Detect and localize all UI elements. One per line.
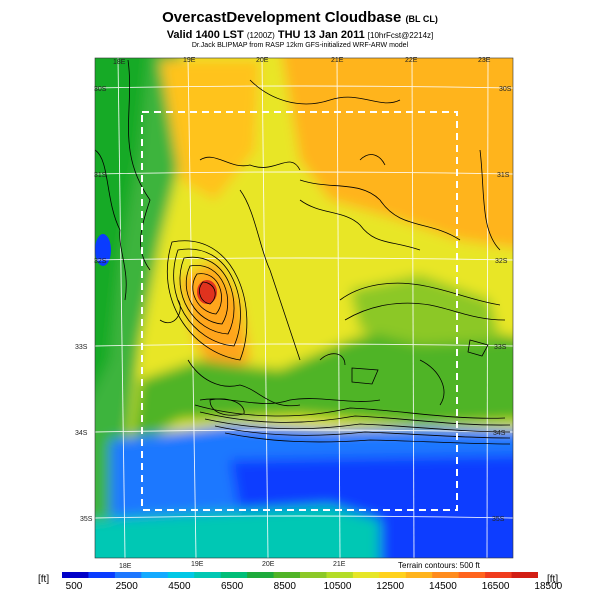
legend-tick-label: 10500 — [323, 581, 352, 592]
legend-swatch — [379, 572, 407, 578]
model-credit: Dr.Jack BLIPMAP from RASP 12km GFS-initi… — [191, 42, 409, 49]
legend-swatch — [114, 572, 142, 578]
valid-date: THU 13 Jan 2011 — [277, 29, 365, 41]
legend-unit-right: [ft] — [547, 574, 559, 585]
lat-label: 34S — [75, 430, 88, 437]
legend-tick-label: 12500 — [376, 581, 405, 592]
legend-tick-label: 6500 — [220, 581, 244, 592]
legend-swatch — [511, 572, 538, 578]
legend-tick-label: 18500 — [534, 581, 563, 592]
model-domain-boundary — [141, 111, 458, 511]
lon-label: 22E — [405, 57, 418, 64]
valid-time-line: Valid 1400 LST (1200Z) THU 13 Jan 2011 [… — [0, 29, 600, 41]
lon-label: 18E — [113, 59, 126, 66]
lat-label: 33S — [494, 344, 507, 351]
lon-label: 19E — [183, 57, 196, 64]
legend-swatch — [247, 572, 275, 578]
valid-utc: (1200Z) — [246, 31, 275, 40]
legend-swatch — [326, 572, 354, 578]
legend-swatch — [352, 572, 380, 578]
lat-label: 35S — [492, 516, 505, 523]
lon-labels-bottom: 18E 19E 20E 21E — [119, 561, 346, 570]
title-text: OvercastDevelopment Cloudbase — [162, 9, 402, 26]
lat-label: 31S — [497, 172, 510, 179]
title-suffix: (BL CL) — [405, 14, 438, 24]
lat-label: 32S — [495, 258, 508, 265]
lat-label: 34S — [493, 430, 506, 437]
legend-tick-label: 16500 — [481, 581, 510, 592]
lat-label: 30S — [94, 86, 107, 93]
valid-text: Valid 1400 LST — [166, 29, 244, 41]
lat-label: 35S — [80, 516, 93, 523]
lon-label: 18E — [119, 563, 132, 570]
lat-label: 30S — [499, 86, 512, 93]
legend-swatch — [485, 572, 513, 578]
forecast-tag: [10hrFcst@2214z] — [367, 31, 434, 40]
coastal-contour-band — [194, 404, 511, 445]
legend-swatch — [458, 572, 486, 578]
legend-tick-label: 8500 — [273, 581, 296, 592]
lat-label: 31S — [94, 172, 107, 179]
legend-swatch — [432, 572, 460, 578]
lat-labels-right: 30S 31S 32S 33S 34S 35S — [492, 86, 512, 523]
legend-swatch — [88, 572, 116, 578]
terrain-contours — [95, 59, 506, 407]
legend-swatch — [167, 572, 195, 578]
map-field — [95, 58, 513, 558]
legend-tick-label: 4500 — [168, 581, 191, 592]
legend-swatch — [220, 572, 248, 578]
legend-tick-label: 2500 — [115, 581, 138, 592]
map-title: OvercastDevelopment Cloudbase (BL CL) — [0, 9, 600, 26]
cloud-base-low-spot — [95, 234, 111, 266]
terrain-contours-note: Terrain contours: 500 ft — [398, 561, 480, 570]
legend-unit-left: [ft] — [38, 574, 50, 585]
lon-label: 21E — [333, 561, 346, 568]
legend-swatch — [194, 572, 222, 578]
map-frame — [94, 57, 514, 559]
legend-tick-label: 14500 — [428, 581, 457, 592]
lat-lon-grid — [95, 58, 513, 558]
lat-label: 33S — [75, 344, 88, 351]
color-legend-bar — [62, 572, 538, 578]
legend-swatch — [141, 572, 169, 578]
lat-labels-left: 30S 31S 32S 33S 34S 35S — [75, 86, 107, 523]
legend-tick-label: 500 — [65, 581, 83, 592]
lon-label: 23E — [478, 57, 491, 64]
lon-label: 21E — [331, 57, 344, 64]
lon-label: 20E — [262, 561, 275, 568]
legend-swatch — [62, 572, 89, 578]
lon-label: 20E — [256, 57, 269, 64]
lat-label: 32S — [94, 258, 107, 265]
legend-swatch — [273, 572, 301, 578]
legend-swatch — [405, 572, 433, 578]
legend-swatch — [300, 572, 327, 578]
lon-label: 19E — [191, 561, 204, 568]
lon-labels-top: 18E 19E 20E 21E 22E 23E — [113, 57, 491, 66]
cloud-base-peak — [197, 280, 217, 304]
